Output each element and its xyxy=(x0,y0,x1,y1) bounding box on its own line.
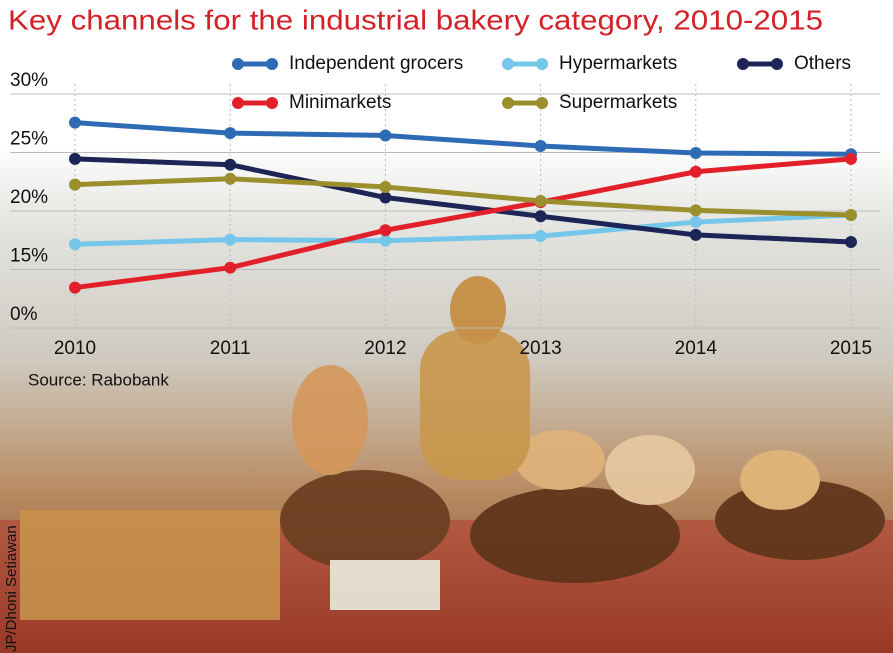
series-line xyxy=(74,120,852,157)
photo-shapes xyxy=(0,276,893,653)
y-tick-label: 0% xyxy=(10,304,38,325)
legend-marker xyxy=(232,58,244,70)
x-tick-label: 2012 xyxy=(364,338,406,359)
data-point xyxy=(69,178,81,191)
data-point xyxy=(69,152,81,165)
legend-label: Minimarkets xyxy=(289,92,391,113)
series-line xyxy=(74,156,852,291)
legend-label: Independent grocers xyxy=(289,53,463,74)
data-point xyxy=(689,165,702,178)
x-tick-label: 2014 xyxy=(675,338,718,359)
x-tick-label: 2010 xyxy=(54,338,96,359)
data-point xyxy=(224,127,237,140)
data-point xyxy=(379,129,392,142)
data-point xyxy=(379,180,392,193)
x-tick-label: 2011 xyxy=(210,338,251,359)
legend-marker xyxy=(536,58,548,70)
data-point xyxy=(689,216,702,229)
chart-title: Key channels for the industrial bakery c… xyxy=(8,4,823,35)
data-point xyxy=(845,235,857,248)
data-point xyxy=(69,116,81,129)
data-point xyxy=(534,230,547,243)
data-point xyxy=(69,281,81,294)
legend-marker xyxy=(502,58,514,70)
source: Source: Rabobank xyxy=(28,370,169,389)
legend-label: Supermarkets xyxy=(559,92,677,113)
data-point xyxy=(379,224,392,237)
data-point xyxy=(845,209,857,222)
data-point xyxy=(379,234,392,247)
data-point xyxy=(224,233,237,246)
y-tick-label: 15% xyxy=(10,246,48,267)
data-point xyxy=(689,147,702,160)
series-line xyxy=(74,156,852,245)
data-point xyxy=(534,140,547,153)
data-point xyxy=(69,238,81,251)
y-tick-label: 25% xyxy=(10,129,48,150)
data-point xyxy=(224,172,237,185)
legend-marker xyxy=(502,97,514,109)
legend-label: Others xyxy=(794,53,851,74)
legend-marker xyxy=(771,58,783,70)
data-point xyxy=(224,158,237,171)
legend-marker xyxy=(536,97,548,109)
data-point xyxy=(689,228,702,241)
y-tick-label: 30% xyxy=(10,70,48,91)
data-point xyxy=(224,261,237,274)
data-point xyxy=(845,152,857,165)
legend-marker xyxy=(737,58,749,70)
data-point xyxy=(689,204,702,217)
data-point xyxy=(534,210,547,223)
legend-marker xyxy=(266,58,278,70)
series-line xyxy=(74,212,852,247)
legend-marker xyxy=(232,97,244,109)
series-line xyxy=(74,176,852,218)
data-point xyxy=(534,195,547,207)
legend-marker xyxy=(266,97,278,109)
legend-label: Hypermarkets xyxy=(559,53,677,74)
y-tick-label: 20% xyxy=(10,187,48,208)
x-tick-label: 2013 xyxy=(519,338,561,359)
data-point xyxy=(379,191,392,204)
photo-credit: JP/Dhoni Setiawan xyxy=(3,525,20,652)
x-tick-label: 2015 xyxy=(830,338,872,359)
